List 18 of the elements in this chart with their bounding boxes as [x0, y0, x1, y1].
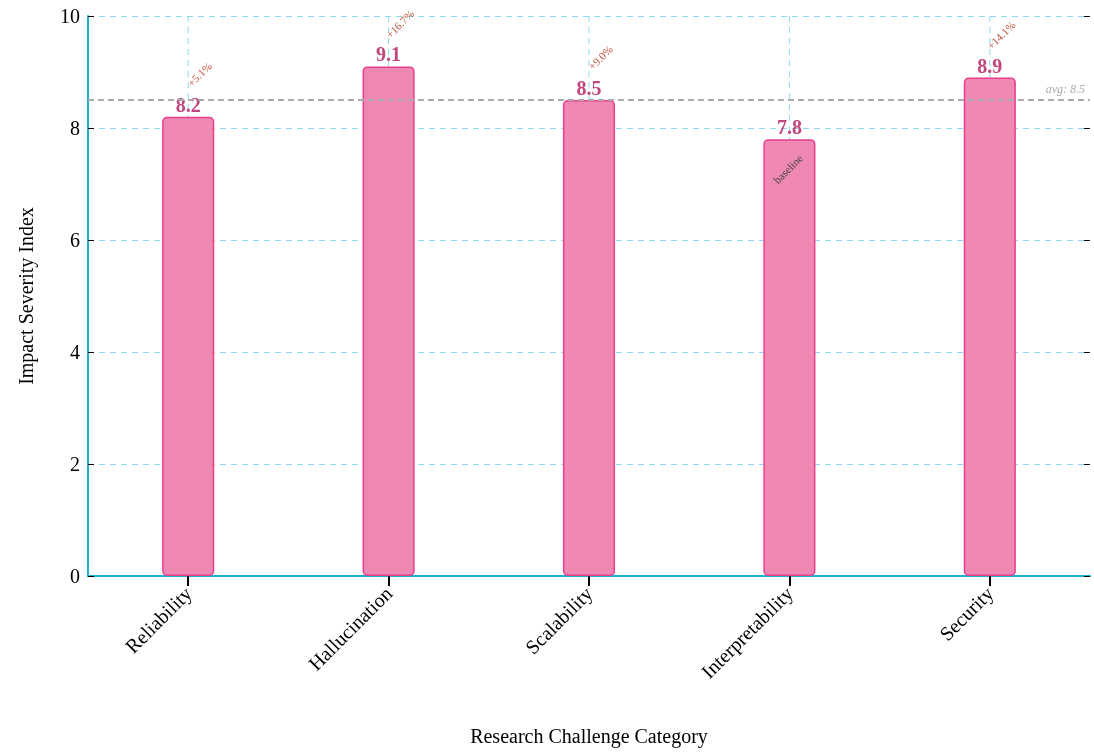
- data-label: 9.1: [376, 43, 402, 66]
- bar: [562, 100, 616, 576]
- y-tick-label: 4: [70, 341, 80, 363]
- y-tick-label: 0: [70, 565, 80, 587]
- bar: [162, 116, 215, 576]
- y-tick-label: 8: [70, 117, 80, 139]
- y-tick-label: 6: [70, 229, 80, 251]
- data-label: 7.8: [776, 116, 802, 139]
- bar: [963, 77, 1016, 576]
- y-tick-label: 10: [60, 5, 80, 27]
- bar: [362, 66, 415, 576]
- data-label: 8.9: [977, 54, 1003, 77]
- data-label: 8.5: [576, 77, 602, 99]
- ref-line-label: avg: 8.5: [1045, 82, 1085, 96]
- x-axis-title: Research Challenge Category: [470, 725, 708, 748]
- y-axis-title: Impact Severity Index: [15, 207, 38, 385]
- bar: [763, 139, 816, 576]
- y-tick-label: 2: [70, 453, 80, 475]
